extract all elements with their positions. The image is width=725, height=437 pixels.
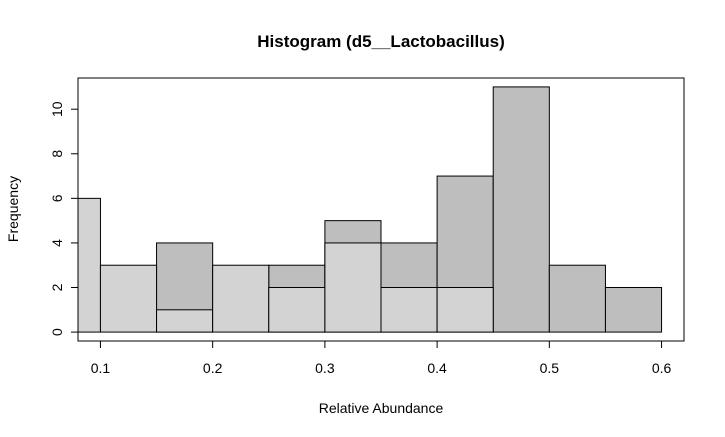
histogram-bar-series-0-bin-7 — [604, 287, 663, 333]
histogram-bar-series-1-bin-2 — [156, 309, 214, 333]
x-tick-label: 0.3 — [315, 360, 335, 376]
histogram-bar-series-0-bin-6 — [548, 264, 606, 333]
y-tick-label: 0 — [49, 328, 65, 336]
y-tick-label: 2 — [49, 283, 65, 291]
y-axis: 0 2 4 6 8 10 — [49, 101, 79, 336]
x-tick-label: 0.2 — [203, 360, 223, 376]
x-axis: 0.1 0.2 0.3 0.4 0.5 0.6 — [91, 340, 672, 376]
histogram-bar-series-1-bin-7 — [436, 287, 494, 333]
histogram-bar-series-1-bin-1 — [99, 264, 158, 333]
y-tick-label: 10 — [49, 101, 65, 117]
x-tick-label: 0.1 — [91, 360, 111, 376]
y-tick-label: 4 — [49, 239, 65, 247]
histogram-bar-series-0-bin-5 — [492, 86, 550, 333]
histogram-bar-series-1-bin-3 — [212, 264, 270, 333]
histogram-bar-series-1-bin-6 — [380, 287, 438, 333]
chart-title: Histogram (d5__Lactobacillus) — [257, 32, 505, 51]
histogram-bar-series-1-bin-4 — [268, 287, 326, 333]
y-tick-label: 6 — [49, 194, 65, 202]
bars-layer — [78, 86, 663, 333]
x-tick-label: 0.5 — [540, 360, 560, 376]
x-tick-label: 0.6 — [652, 360, 672, 376]
x-axis-label: Relative Abundance — [319, 400, 444, 416]
histogram-bar-series-1-bin-5 — [324, 242, 382, 333]
x-tick-label: 0.4 — [427, 360, 447, 376]
y-axis-label: Frequency — [5, 176, 21, 242]
y-tick-label: 8 — [49, 150, 65, 158]
histogram-bar-series-1-bin-0 — [78, 197, 101, 333]
